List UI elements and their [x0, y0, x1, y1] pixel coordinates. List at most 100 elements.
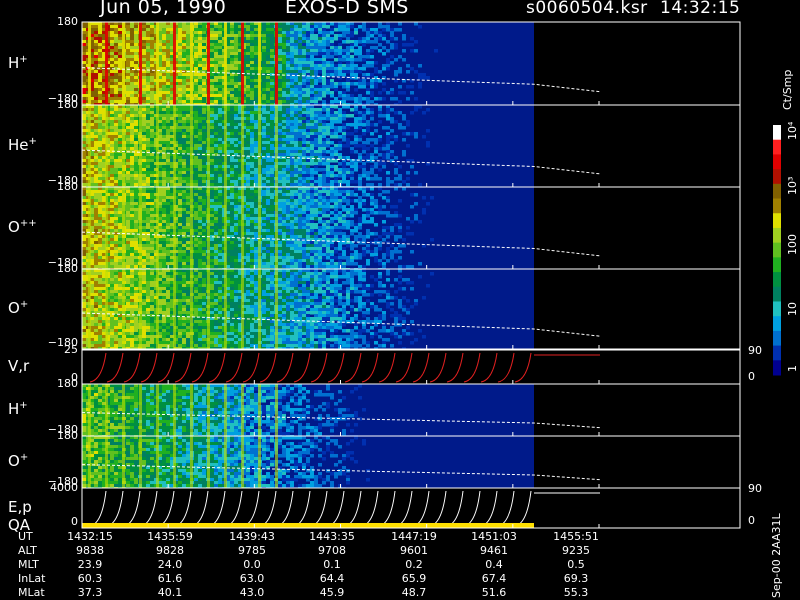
- ephemeris-label: InLat: [18, 572, 46, 585]
- panel-label-2: He+: [8, 136, 37, 154]
- panel-species: O: [8, 218, 20, 236]
- y-tick-top: 25: [64, 343, 78, 356]
- panel-species: V,r: [8, 357, 30, 375]
- y-tick-bottom: −180: [47, 475, 78, 488]
- ephemeris-value: 61.6: [157, 572, 183, 585]
- colorbar-swatch: [773, 316, 781, 332]
- plot-date: Jun 05, 1990: [100, 0, 227, 18]
- colorbar-units: Ct/Smp: [781, 69, 794, 110]
- panel-1: [81, 21, 741, 107]
- right-tick-top: 90: [748, 482, 762, 495]
- ephemeris-value: 1455:51: [553, 530, 599, 543]
- panel-2: [81, 104, 741, 190]
- panel-charge: +: [28, 136, 37, 147]
- ephemeris-value: 9235: [562, 544, 590, 557]
- panel-6: [81, 383, 741, 439]
- panel-species: O: [8, 299, 20, 317]
- ephemeris-value: 48.7: [401, 586, 427, 599]
- ephemeris-value: 37.3: [77, 586, 103, 599]
- panel-species: H: [8, 53, 20, 72]
- y-tick-bottom: −180: [47, 92, 78, 105]
- ephemeris-value: 64.4: [319, 572, 345, 585]
- colorbar-tick: 1: [786, 365, 799, 372]
- colorbar-swatch: [773, 125, 781, 141]
- panel-label-4: O+: [8, 299, 28, 317]
- ephemeris-value: 55.3: [563, 586, 589, 599]
- panel-5: [81, 349, 741, 385]
- y-tick-bottom: −180: [47, 256, 78, 269]
- y-tick-top: 180: [57, 429, 78, 442]
- colorbar-swatch: [773, 213, 781, 229]
- colorbar-swatch: [773, 183, 781, 200]
- panel-charge: +: [19, 400, 28, 411]
- panel-8: [81, 487, 741, 529]
- ephemeris-value: 9838: [76, 544, 104, 557]
- ephemeris-label: MLT: [18, 558, 39, 571]
- ephemeris-value: 43.0: [239, 586, 265, 599]
- panel-charge: +: [19, 53, 28, 65]
- panel-4: [81, 268, 741, 351]
- colorbar-swatch: [773, 198, 781, 214]
- y-tick-bottom: −180: [47, 423, 78, 436]
- ephemeris-label: ALT: [18, 544, 37, 557]
- ephemeris-value: 69.3: [563, 572, 589, 585]
- ephemeris-value: 1435:59: [147, 530, 193, 543]
- ephemeris-value: 40.1: [157, 586, 183, 599]
- ephemeris-value: 0.5: [567, 558, 585, 571]
- ephemeris-value: 45.9: [319, 586, 345, 599]
- ephemeris-value: 24.0: [157, 558, 183, 571]
- colorbar-swatch: [773, 257, 781, 273]
- ephemeris-value: 65.9: [401, 572, 427, 585]
- panel-charge: +: [19, 452, 29, 463]
- colorbar-swatch: [773, 286, 781, 302]
- y-tick-bottom: −180: [47, 174, 78, 187]
- panel-species: E,p: [8, 498, 32, 516]
- ephemeris-label: UT: [18, 530, 33, 543]
- ephemeris-value: 63.0: [239, 572, 265, 585]
- y-tick-bottom: 0: [71, 515, 78, 528]
- ephemeris-value: 1447:19: [391, 530, 437, 543]
- ephemeris-value: 60.3: [77, 572, 103, 585]
- panel-3: [81, 186, 741, 272]
- ephemeris-label: MLat: [18, 586, 45, 599]
- panel-label-3: O++: [8, 218, 37, 236]
- qa-label: QA: [8, 516, 31, 534]
- colorbar-swatch: [773, 154, 781, 170]
- panel-label-5: V,r: [8, 357, 29, 375]
- colorbar-swatch: [773, 169, 781, 185]
- right-tick-bottom: 0: [748, 514, 755, 527]
- y-tick-top: 180: [57, 377, 78, 390]
- ephemeris-value: 67.4: [481, 572, 507, 585]
- colorbar-swatch: [773, 242, 781, 258]
- panel-charge: +: [19, 299, 29, 310]
- panel-label-1: H+: [8, 54, 28, 72]
- y-tick-top: 180: [57, 262, 78, 275]
- panel-label-7: O+: [8, 452, 28, 470]
- panel-7: [81, 435, 741, 491]
- ephemeris-value: 0.4: [485, 558, 503, 571]
- colorbar-tick: 10: [786, 302, 799, 316]
- y-tick-bottom: 0: [71, 371, 78, 384]
- y-tick-top: 4000: [50, 481, 78, 494]
- instrument-name: EXOS-D SMS: [285, 0, 409, 18]
- y-tick-top: 180: [57, 98, 78, 111]
- ephemeris-value: 23.9: [77, 558, 103, 571]
- colorbar-swatch: [773, 272, 781, 288]
- colorbar-swatch: [773, 139, 781, 155]
- colorbar-swatch: [773, 301, 781, 317]
- colorbar-swatch: [773, 330, 781, 347]
- colorbar-tick: 100: [786, 234, 799, 255]
- right-tick-top: 90: [748, 344, 762, 357]
- ephemeris-value: 9601: [400, 544, 428, 557]
- panel-species: He: [8, 136, 29, 154]
- panel-label-6: H+: [8, 400, 28, 418]
- footer-id: Sep-00 2AA31L: [770, 513, 783, 598]
- colorbar-swatch: [773, 345, 781, 361]
- ephemeris-value: 9785: [238, 544, 266, 557]
- colorbar-swatch: [773, 360, 781, 376]
- ephemeris-value: 9708: [318, 544, 346, 557]
- colorbar: [773, 125, 781, 376]
- plot-time: 14:32:15: [660, 0, 741, 18]
- colorbar-swatch: [773, 227, 781, 244]
